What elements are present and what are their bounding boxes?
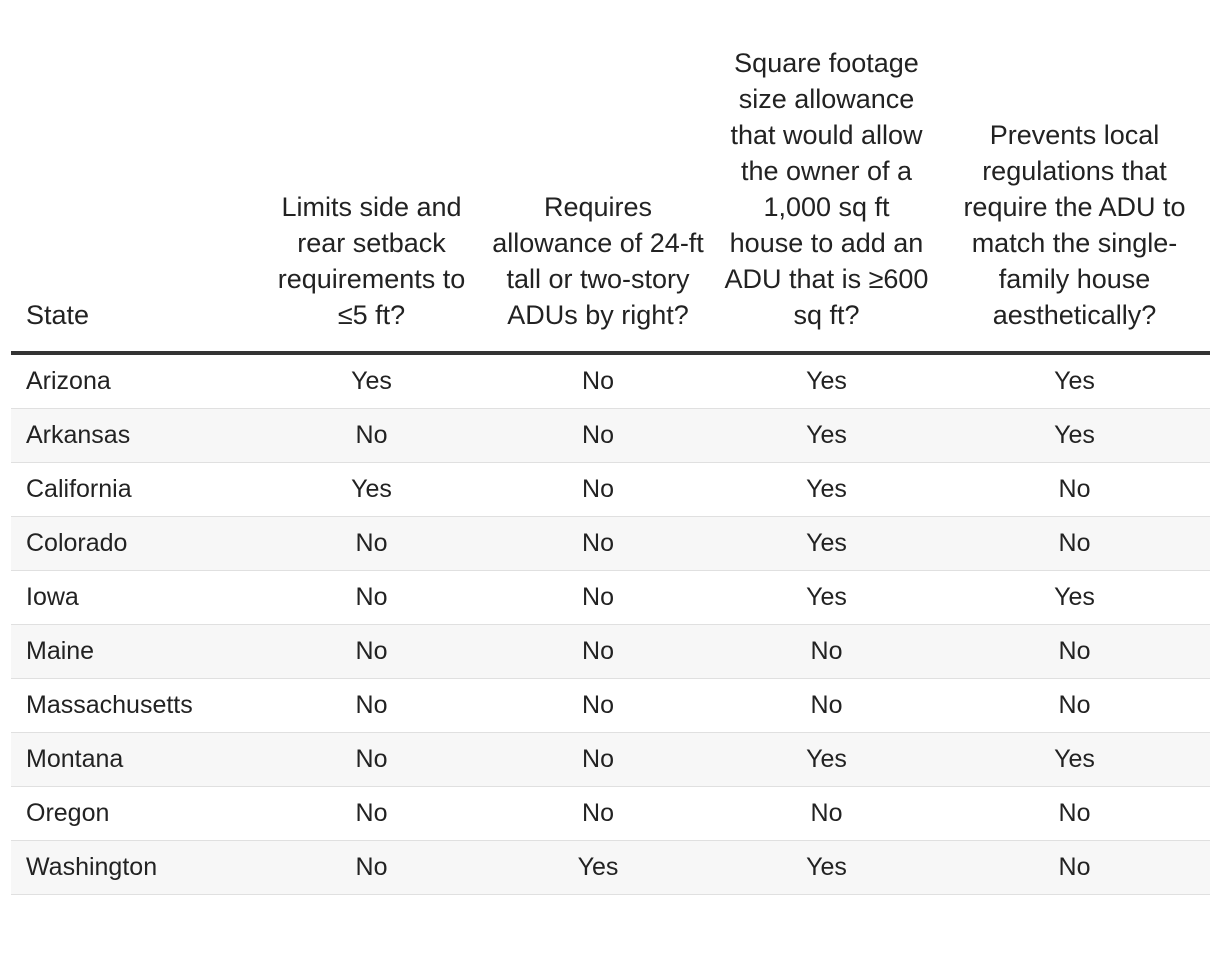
height-cell: No: [482, 353, 714, 409]
setback-cell: No: [261, 840, 482, 895]
size-cell: Yes: [714, 516, 939, 571]
table-row: Massachusetts No No No No: [11, 678, 1210, 733]
state-cell: Massachusetts: [11, 678, 261, 733]
size-cell: Yes: [714, 462, 939, 517]
header-height-allowance: Requires allowance of 24-ft tall or two-…: [482, 45, 714, 355]
table-row: Arizona Yes No Yes Yes: [11, 353, 1210, 409]
height-cell: No: [482, 732, 714, 787]
state-cell: Maine: [11, 624, 261, 679]
setback-cell: No: [261, 786, 482, 841]
aesthetic-cell: No: [939, 624, 1210, 679]
height-cell: No: [482, 570, 714, 625]
state-cell: Washington: [11, 840, 261, 895]
aesthetic-cell: No: [939, 516, 1210, 571]
aesthetic-cell: No: [939, 462, 1210, 517]
header-state: State: [11, 45, 261, 355]
aesthetic-cell: No: [939, 786, 1210, 841]
header-row: State Limits side and rear setback requi…: [11, 45, 1210, 355]
aesthetic-cell: No: [939, 678, 1210, 733]
height-cell: Yes: [482, 840, 714, 895]
size-cell: No: [714, 786, 939, 841]
size-cell: Yes: [714, 570, 939, 625]
size-cell: No: [714, 624, 939, 679]
table-header: State Limits side and rear setback requi…: [11, 45, 1210, 355]
setback-cell: No: [261, 678, 482, 733]
table-row: Arkansas No No Yes Yes: [11, 408, 1210, 463]
table-body: Arizona Yes No Yes Yes Arkansas No No Ye…: [11, 353, 1210, 895]
setback-cell: No: [261, 408, 482, 463]
setback-cell: No: [261, 516, 482, 571]
aesthetic-cell: Yes: [939, 353, 1210, 409]
table-row: Maine No No No No: [11, 624, 1210, 679]
table-row: Montana No No Yes Yes: [11, 732, 1210, 787]
aesthetic-cell: Yes: [939, 570, 1210, 625]
size-cell: Yes: [714, 732, 939, 787]
height-cell: No: [482, 786, 714, 841]
size-cell: Yes: [714, 353, 939, 409]
setback-cell: Yes: [261, 462, 482, 517]
header-aesthetic-rules: Prevents local regulations that require …: [939, 45, 1210, 355]
state-cell: California: [11, 462, 261, 517]
aesthetic-cell: Yes: [939, 732, 1210, 787]
table-row: Iowa No No Yes Yes: [11, 570, 1210, 625]
state-cell: Oregon: [11, 786, 261, 841]
table-row: California Yes No Yes No: [11, 462, 1210, 517]
height-cell: No: [482, 624, 714, 679]
header-setback-limits: Limits side and rear setback requirement…: [261, 45, 482, 355]
setback-cell: No: [261, 732, 482, 787]
height-cell: No: [482, 678, 714, 733]
table-row: Oregon No No No No: [11, 786, 1210, 841]
aesthetic-cell: No: [939, 840, 1210, 895]
adu-policy-table-container: State Limits side and rear setback requi…: [11, 45, 1210, 895]
height-cell: No: [482, 408, 714, 463]
state-cell: Iowa: [11, 570, 261, 625]
setback-cell: No: [261, 624, 482, 679]
size-cell: Yes: [714, 840, 939, 895]
setback-cell: No: [261, 570, 482, 625]
table-row: Washington No Yes Yes No: [11, 840, 1210, 895]
aesthetic-cell: Yes: [939, 408, 1210, 463]
state-cell: Montana: [11, 732, 261, 787]
state-cell: Arkansas: [11, 408, 261, 463]
state-cell: Arizona: [11, 353, 261, 409]
adu-policy-table: State Limits side and rear setback requi…: [11, 45, 1210, 895]
table-row: Colorado No No Yes No: [11, 516, 1210, 571]
size-cell: No: [714, 678, 939, 733]
setback-cell: Yes: [261, 353, 482, 409]
header-size-allowance: Square footage size allowance that would…: [714, 45, 939, 355]
height-cell: No: [482, 516, 714, 571]
height-cell: No: [482, 462, 714, 517]
size-cell: Yes: [714, 408, 939, 463]
state-cell: Colorado: [11, 516, 261, 571]
